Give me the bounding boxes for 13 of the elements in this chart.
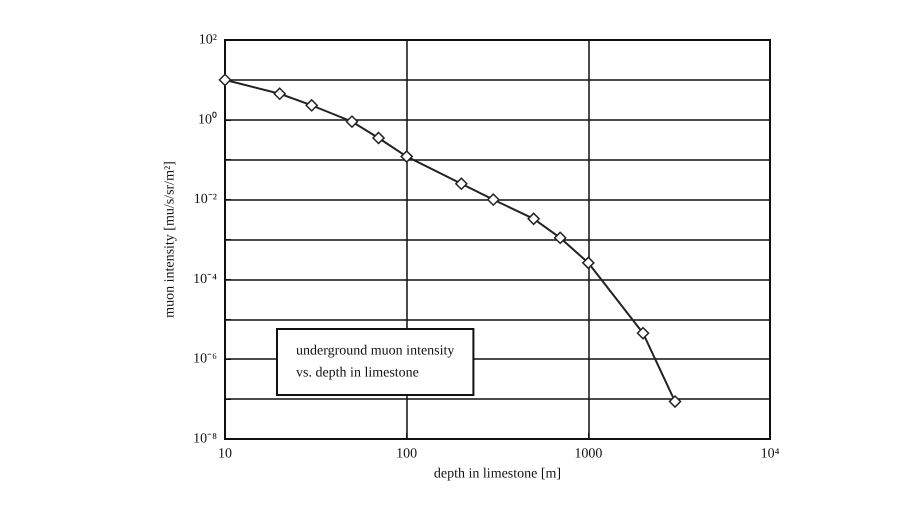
y-tick-label: 10²	[198, 32, 217, 48]
x-tick-label: 100	[396, 446, 418, 462]
x-axis-title: depth in limestone [m]	[434, 466, 562, 482]
y-axis-title: muon intensity [mu/s/sr/m²]	[162, 161, 178, 318]
annotation: underground muon intensity vs. depth in limestone	[296, 344, 454, 380]
y-tick-label: 10⁻⁶	[193, 352, 218, 367]
x-tick-label: 10⁴	[760, 446, 780, 462]
y-tick-label: 10⁰	[198, 111, 217, 128]
x-tick-label: 10	[218, 446, 232, 462]
y-tick-label: 10⁻⁸	[193, 432, 218, 446]
x-tick-label: 1000	[574, 446, 602, 462]
y-tick-label: 10⁻⁴	[193, 272, 218, 287]
y-tick-label: 10⁻²	[194, 192, 217, 208]
